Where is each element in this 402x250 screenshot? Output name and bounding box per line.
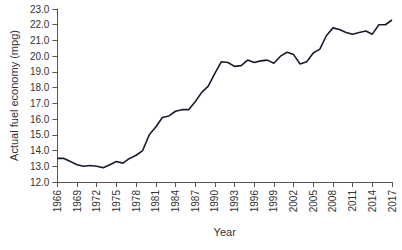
svg-text:14.0: 14.0 [30, 145, 50, 156]
svg-text:21.0: 21.0 [30, 35, 50, 46]
svg-text:19.0: 19.0 [30, 66, 50, 77]
svg-text:17.0: 17.0 [30, 98, 50, 109]
svg-text:2005: 2005 [308, 190, 319, 213]
svg-text:Year: Year [214, 226, 237, 238]
svg-text:1966: 1966 [52, 190, 63, 213]
svg-text:1981: 1981 [150, 190, 161, 213]
svg-text:13.0: 13.0 [30, 161, 50, 172]
svg-text:16.0: 16.0 [30, 114, 50, 125]
svg-text:2002: 2002 [288, 190, 299, 213]
svg-text:1975: 1975 [111, 190, 122, 213]
svg-text:2017: 2017 [387, 190, 398, 213]
svg-text:1987: 1987 [190, 190, 201, 213]
svg-text:1972: 1972 [91, 190, 102, 213]
svg-text:2011: 2011 [347, 190, 358, 212]
svg-text:2008: 2008 [327, 190, 338, 213]
svg-text:1996: 1996 [249, 190, 260, 213]
svg-text:12.0: 12.0 [30, 177, 50, 188]
svg-text:22.0: 22.0 [30, 19, 50, 30]
svg-text:1993: 1993 [229, 190, 240, 213]
svg-text:15.0: 15.0 [30, 129, 50, 140]
svg-text:18.0: 18.0 [30, 82, 50, 93]
svg-text:20.0: 20.0 [30, 51, 50, 62]
svg-text:2014: 2014 [367, 190, 378, 213]
svg-text:23.0: 23.0 [30, 4, 50, 15]
svg-text:1999: 1999 [268, 190, 279, 213]
svg-text:1990: 1990 [209, 190, 220, 213]
svg-text:1978: 1978 [131, 190, 142, 213]
svg-text:1969: 1969 [72, 190, 83, 213]
svg-text:1984: 1984 [170, 190, 181, 213]
svg-text:Actual fuel economy (mpg): Actual fuel economy (mpg) [8, 30, 20, 161]
